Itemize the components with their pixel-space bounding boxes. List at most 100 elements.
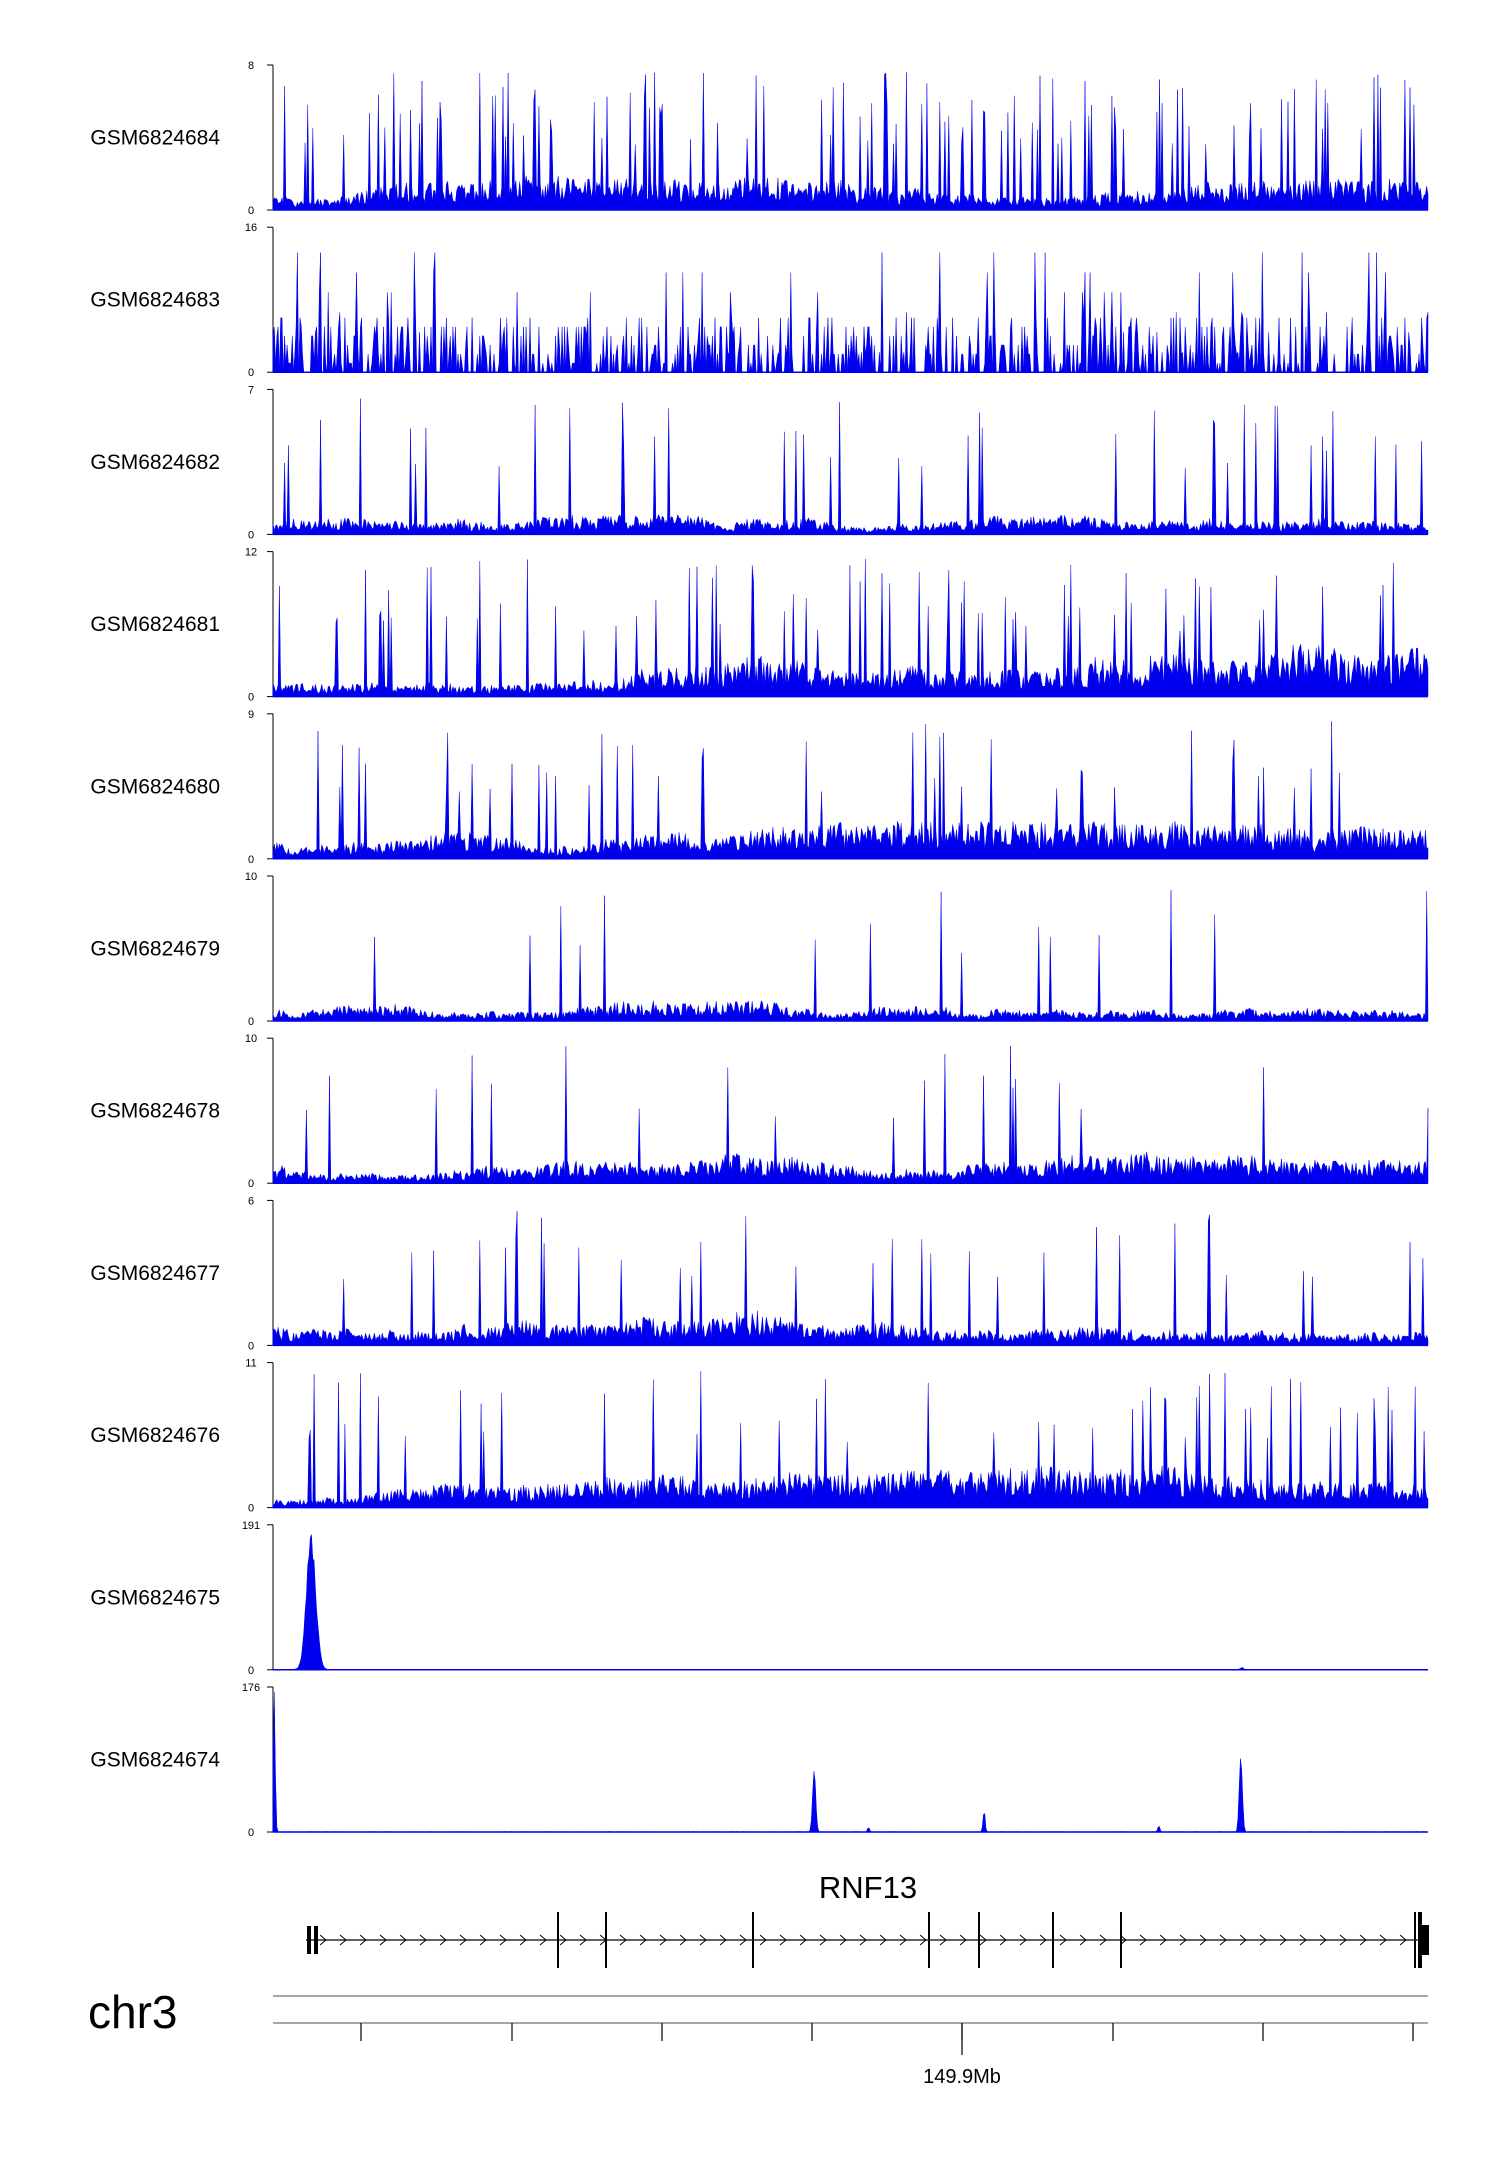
coverage-area xyxy=(272,558,1429,697)
strand-arrow xyxy=(979,1934,987,1946)
strand-arrow xyxy=(839,1934,847,1946)
coverage-area xyxy=(272,1692,1429,1833)
strand-arrow xyxy=(899,1934,907,1946)
gene-exon xyxy=(1414,1912,1416,1968)
strand-arrow xyxy=(799,1934,807,1946)
track-GSM6824681: GSM6824681 12 0 xyxy=(90,547,1429,704)
gene-exon xyxy=(307,1926,311,1954)
strand-arrow xyxy=(1299,1934,1307,1946)
coverage-area xyxy=(272,1534,1429,1671)
y-max-label: 9 xyxy=(248,709,254,721)
coverage-area xyxy=(272,1371,1429,1508)
y-min-label: 0 xyxy=(248,367,254,379)
track-label: GSM6824681 xyxy=(90,613,220,636)
gene-exon xyxy=(752,1912,754,1968)
y-min-label: 0 xyxy=(248,1340,254,1352)
y-min-label: 0 xyxy=(248,1503,254,1515)
gene-exon xyxy=(1120,1912,1122,1968)
strand-arrow xyxy=(559,1934,567,1946)
strand-arrow xyxy=(819,1934,827,1946)
strand-arrow xyxy=(459,1934,467,1946)
strand-arrow xyxy=(1399,1934,1407,1946)
strand-arrow xyxy=(1319,1934,1327,1946)
y-max-label: 16 xyxy=(245,222,257,234)
y-max-label: 12 xyxy=(245,547,257,559)
gene-exon xyxy=(1052,1912,1054,1968)
track-label: GSM6824679 xyxy=(90,938,220,961)
strand-arrow xyxy=(919,1934,927,1946)
track-label: GSM6824682 xyxy=(90,451,220,474)
strand-arrow xyxy=(1159,1934,1167,1946)
gene-exon xyxy=(557,1912,559,1968)
gene-exon xyxy=(928,1912,930,1968)
strand-arrow xyxy=(1139,1934,1147,1946)
track-label: GSM6824676 xyxy=(90,1424,220,1447)
track-label: GSM6824683 xyxy=(90,289,220,312)
y-max-label: 10 xyxy=(245,871,257,883)
y-min-label: 0 xyxy=(248,205,254,217)
track-GSM6824683: GSM6824683 16 0 xyxy=(90,222,1429,379)
y-max-label: 191 xyxy=(242,1520,260,1532)
gene-exon xyxy=(1422,1925,1429,1955)
strand-arrow xyxy=(419,1934,427,1946)
strand-arrow xyxy=(339,1934,347,1946)
strand-arrow xyxy=(659,1934,667,1946)
strand-arrow xyxy=(499,1934,507,1946)
strand-arrow xyxy=(539,1934,547,1946)
strand-arrow xyxy=(439,1934,447,1946)
strand-arrow xyxy=(319,1934,327,1946)
coverage-area xyxy=(272,398,1429,535)
track-label: GSM6824684 xyxy=(90,127,220,150)
gene-exon xyxy=(978,1912,980,1968)
strand-arrow xyxy=(1199,1934,1207,1946)
track-GSM6824679: GSM6824679 10 0 xyxy=(90,871,1429,1028)
y-min-label: 0 xyxy=(248,1016,254,1028)
strand-arrow xyxy=(1279,1934,1287,1946)
strand-arrow xyxy=(779,1934,787,1946)
track-label: GSM6824674 xyxy=(90,1749,220,1772)
track-GSM6824675: GSM6824675 191 0 xyxy=(90,1520,1429,1677)
strand-arrow xyxy=(359,1934,367,1946)
track-GSM6824678: GSM6824678 10 0 xyxy=(90,1033,1429,1190)
y-min-label: 0 xyxy=(248,854,254,866)
strand-arrow xyxy=(1379,1934,1387,1946)
y-min-label: 0 xyxy=(248,529,254,541)
y-max-label: 10 xyxy=(245,1033,257,1045)
strand-arrow xyxy=(759,1934,767,1946)
y-min-label: 0 xyxy=(248,1827,254,1839)
strand-arrow xyxy=(1179,1934,1187,1946)
strand-arrow xyxy=(1219,1934,1227,1946)
track-GSM6824684: GSM6824684 8 0 xyxy=(90,60,1429,217)
strand-arrow xyxy=(879,1934,887,1946)
gene-exon xyxy=(314,1926,318,1954)
genome-position-label: 149.9Mb xyxy=(923,2066,1001,2088)
strand-arrow xyxy=(1099,1934,1107,1946)
strand-arrow xyxy=(1019,1934,1027,1946)
strand-arrow xyxy=(939,1934,947,1946)
y-min-label: 0 xyxy=(248,692,254,704)
coverage-area xyxy=(272,1045,1429,1184)
strand-arrow xyxy=(479,1934,487,1946)
strand-arrow xyxy=(739,1934,747,1946)
strand-arrow xyxy=(1259,1934,1267,1946)
strand-arrow xyxy=(639,1934,647,1946)
gene-exon xyxy=(605,1912,607,1968)
strand-arrow xyxy=(859,1934,867,1946)
strand-arrow xyxy=(699,1934,707,1946)
strand-arrow xyxy=(1359,1934,1367,1946)
track-GSM6824680: GSM6824680 9 0 xyxy=(90,709,1429,866)
y-max-label: 176 xyxy=(242,1682,260,1694)
coverage-area xyxy=(272,890,1429,1022)
strand-arrow xyxy=(1059,1934,1067,1946)
strand-arrow xyxy=(679,1934,687,1946)
track-label: GSM6824675 xyxy=(90,1586,220,1609)
strand-arrow xyxy=(1239,1934,1247,1946)
strand-arrow xyxy=(719,1934,727,1946)
track-GSM6824674: GSM6824674 176 0 xyxy=(90,1682,1429,1839)
y-min-label: 0 xyxy=(248,1178,254,1190)
track-label: GSM6824677 xyxy=(90,1262,220,1285)
strand-arrow xyxy=(379,1934,387,1946)
coverage-area xyxy=(272,721,1429,860)
track-GSM6824682: GSM6824682 7 0 xyxy=(90,384,1429,541)
